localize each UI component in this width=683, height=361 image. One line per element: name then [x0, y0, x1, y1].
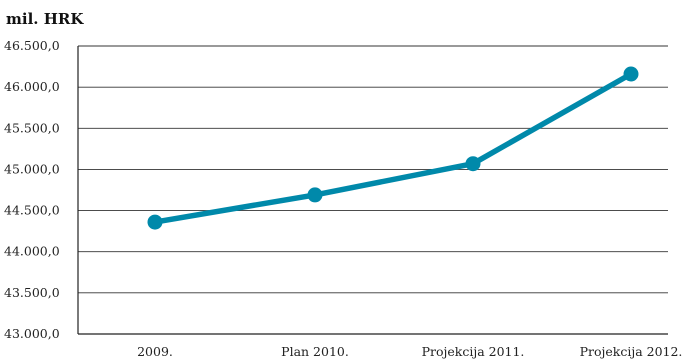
y-tick-label: 43.000,0 — [4, 326, 60, 341]
unit-label: mil. HRK — [6, 10, 84, 28]
y-tick-label: 44.000,0 — [4, 244, 60, 259]
data-point — [465, 156, 481, 172]
x-tick-label: Projekcija 2011. — [422, 344, 525, 359]
x-tick-label: Projekcija 2012. — [580, 344, 683, 359]
y-tick-label: 46.000,0 — [4, 79, 60, 94]
y-axis-ticks: 43.000,0 43.500,0 44.000,0 44.500,0 45.000,0… — [4, 38, 60, 341]
series — [147, 66, 639, 230]
x-tick-label: 2009. — [137, 344, 173, 359]
y-tick-label: 43.500,0 — [4, 285, 60, 300]
x-tick-label: Plan 2010. — [281, 344, 349, 359]
y-tick-label: 44.500,0 — [4, 203, 60, 218]
gridlines — [77, 45, 668, 335]
y-tick-label: 45.500,0 — [4, 120, 60, 135]
y-tick-label: 46.500,0 — [4, 38, 60, 53]
series-line — [152, 71, 634, 225]
data-point — [623, 66, 639, 82]
data-point — [307, 187, 323, 203]
y-tick-label: 45.000,0 — [4, 161, 60, 176]
data-point — [147, 214, 163, 230]
x-axis-ticks: 2009. Plan 2010. Projekcija 2011. Projekcij… — [137, 344, 682, 359]
